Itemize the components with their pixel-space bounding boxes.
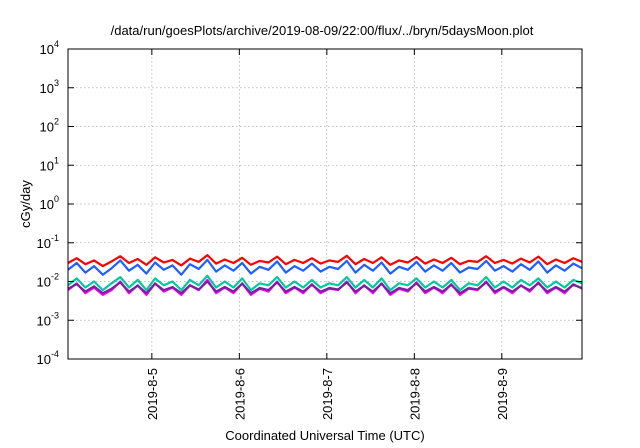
y-tick-label: 102 xyxy=(40,117,59,135)
x-tick-label: 2019-8-8 xyxy=(407,368,422,420)
y-tick-label: 103 xyxy=(40,78,59,96)
y-tick-base: 10 xyxy=(37,275,51,290)
x-axis-label: Coordinated Universal Time (UTC) xyxy=(225,428,424,443)
series-line-5 xyxy=(67,280,583,295)
y-tick-label: 10-1 xyxy=(37,233,59,251)
y-tick-base: 10 xyxy=(40,42,54,57)
y-tick-exponent: -4 xyxy=(51,349,59,359)
y-tick-exponent: 1 xyxy=(54,155,59,165)
series-line-1 xyxy=(67,254,583,268)
y-tick-base: 10 xyxy=(40,120,54,135)
x-tick-label: 2019-8-6 xyxy=(232,368,247,420)
series-line-3 xyxy=(67,274,583,292)
y-tick-exponent: 3 xyxy=(54,78,59,88)
y-tick-label: 100 xyxy=(40,194,59,212)
y-tick-exponent: -2 xyxy=(51,272,59,282)
y-tick-label: 10-2 xyxy=(37,272,59,290)
y-tick-base: 10 xyxy=(37,352,51,367)
y-tick-label: 10-4 xyxy=(37,349,59,367)
y-tick-base: 10 xyxy=(37,313,51,328)
series-line-2 xyxy=(67,258,583,276)
x-tick-label: 2019-8-9 xyxy=(495,368,510,420)
x-ticks: 2019-8-5 2019-8-6 2019-8-7 2019-8-8 2019-8-9 xyxy=(145,49,510,420)
y-tick-exponent: 4 xyxy=(54,39,59,49)
y-tick-base: 10 xyxy=(40,197,54,212)
y-tick-base: 10 xyxy=(40,158,54,173)
y-tick-label: 10-3 xyxy=(37,310,59,328)
chart-title: /data/run/goesPlots/archive/2019-08-09/2… xyxy=(111,23,534,38)
y-tick-base: 10 xyxy=(40,81,54,96)
y-tick-base: 10 xyxy=(37,236,51,251)
y-tick-label: 101 xyxy=(40,155,59,173)
y-axis-label: cGy/day xyxy=(18,180,33,228)
x-tick-label: 2019-8-5 xyxy=(145,368,160,420)
series-group xyxy=(67,254,583,296)
y-tick-exponent: -3 xyxy=(51,310,59,320)
grid xyxy=(68,49,582,359)
y-tick-exponent: 0 xyxy=(54,194,59,204)
y-tick-exponent: 2 xyxy=(54,117,59,127)
x-tick-label: 2019-8-7 xyxy=(320,368,335,420)
y-tick-label: 104 xyxy=(40,39,59,57)
y-tick-exponent: -1 xyxy=(51,233,59,243)
